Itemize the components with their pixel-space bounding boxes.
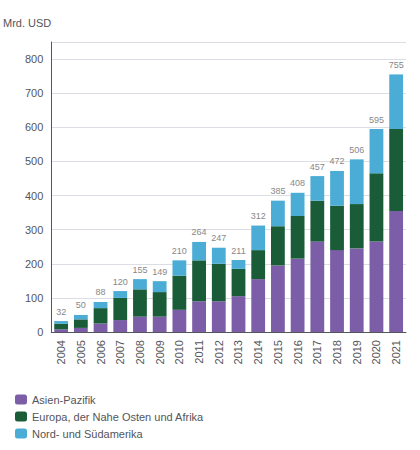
svg-text:2015: 2015: [272, 340, 284, 364]
svg-text:Europa, der Nahe Osten und Afr: Europa, der Nahe Osten und Afrika: [32, 411, 204, 423]
svg-text:400: 400: [25, 190, 43, 202]
svg-text:Asien-Pazifik: Asien-Pazifik: [32, 394, 96, 406]
svg-text:472: 472: [330, 156, 345, 166]
svg-text:385: 385: [270, 186, 285, 196]
svg-text:210: 210: [172, 246, 187, 256]
svg-text:2008: 2008: [134, 340, 146, 364]
svg-text:100: 100: [25, 292, 43, 304]
svg-text:2013: 2013: [232, 340, 244, 364]
svg-text:2009: 2009: [154, 340, 166, 364]
svg-text:600: 600: [25, 121, 43, 133]
svg-text:211: 211: [231, 246, 245, 256]
svg-text:2018: 2018: [331, 340, 343, 364]
svg-text:Mrd. USD: Mrd. USD: [3, 17, 51, 29]
svg-text:2006: 2006: [95, 340, 107, 364]
svg-text:2016: 2016: [292, 340, 304, 364]
svg-text:200: 200: [25, 258, 43, 270]
svg-text:32: 32: [56, 307, 66, 317]
svg-text:2005: 2005: [75, 340, 87, 364]
svg-text:0: 0: [37, 326, 43, 338]
svg-text:700: 700: [25, 87, 43, 99]
svg-text:800: 800: [25, 53, 43, 65]
svg-text:2004: 2004: [55, 340, 67, 364]
svg-text:500: 500: [25, 155, 43, 167]
svg-text:408: 408: [290, 178, 305, 188]
svg-text:88: 88: [96, 287, 106, 297]
svg-text:247: 247: [211, 233, 226, 243]
svg-text:264: 264: [192, 227, 207, 237]
svg-text:2007: 2007: [114, 340, 126, 364]
svg-text:Nord- und Südamerika: Nord- und Südamerika: [32, 428, 144, 440]
svg-text:2014: 2014: [252, 340, 264, 364]
svg-text:2019: 2019: [351, 340, 363, 364]
svg-text:149: 149: [152, 267, 167, 277]
svg-text:2011: 2011: [193, 340, 205, 364]
svg-text:120: 120: [113, 277, 128, 287]
svg-text:2010: 2010: [173, 340, 185, 364]
svg-text:595: 595: [369, 115, 384, 125]
svg-text:300: 300: [25, 224, 43, 236]
svg-text:155: 155: [132, 265, 147, 275]
svg-text:312: 312: [251, 211, 266, 221]
svg-text:50: 50: [76, 300, 86, 310]
svg-text:506: 506: [349, 145, 364, 155]
svg-text:2021: 2021: [390, 340, 402, 364]
svg-text:2020: 2020: [370, 340, 382, 364]
svg-text:755: 755: [389, 60, 404, 70]
svg-text:2017: 2017: [311, 340, 323, 364]
svg-text:2012: 2012: [213, 340, 225, 364]
svg-text:457: 457: [310, 162, 325, 172]
